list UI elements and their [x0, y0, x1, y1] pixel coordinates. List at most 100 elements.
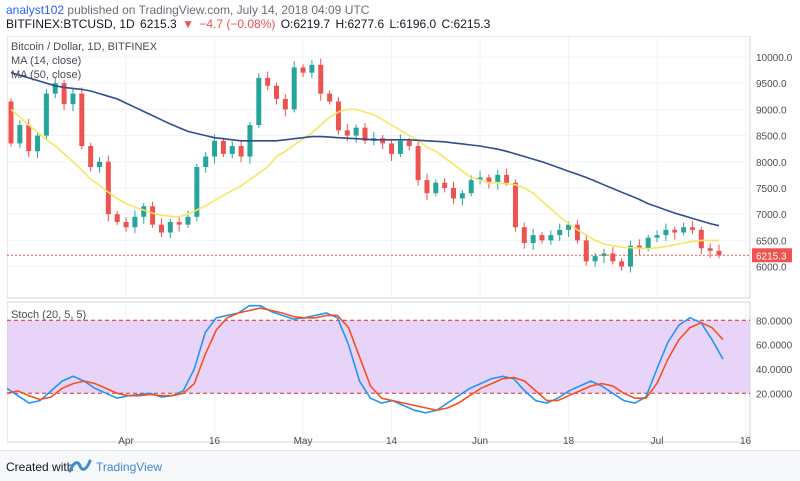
last-price-label: 6215.3 [756, 251, 787, 262]
candle-up [203, 156, 209, 167]
stoch-tick-label: 20.0000 [756, 389, 793, 400]
x-tick-label: 16 [740, 436, 752, 446]
candle-down [619, 261, 625, 267]
candle-down [123, 222, 129, 228]
stoch-band [7, 320, 750, 394]
price-tick-label: 9000.0 [756, 105, 787, 116]
candle-down [521, 227, 527, 243]
x-tick-label: 16 [209, 436, 221, 446]
candle-down [26, 125, 32, 152]
close-value: C:6215.3 [441, 17, 491, 31]
last-price: 6215.3 [140, 17, 177, 31]
chart-area[interactable]: 6000.0 6500.0 7000.0 7500.0 8000.0 8500.0 9000… [6, 35, 800, 447]
candle-up [17, 125, 23, 144]
publish-line: analyst102 published on TradingView.com,… [6, 3, 369, 17]
candle-up [477, 177, 483, 181]
candle-up [309, 64, 315, 73]
down-arrow-icon: ▼ [182, 17, 194, 31]
candle-up [194, 167, 200, 217]
candle-down [88, 146, 94, 167]
candle-down [61, 83, 67, 105]
price-tick-label: 8000.0 [756, 158, 787, 169]
candle-up [97, 161, 102, 167]
candle-down [689, 227, 695, 230]
candle-down [220, 140, 226, 154]
candle-up [654, 235, 660, 238]
candle-down [105, 161, 111, 215]
price-tick-label: 7500.0 [756, 184, 787, 195]
candle-down [406, 140, 412, 147]
candle-down [318, 64, 324, 94]
high-value: H:6277.6 [335, 17, 385, 31]
low-value: L:6196.0 [389, 17, 437, 31]
candle-down [442, 182, 448, 188]
candle-down [698, 229, 704, 249]
x-tick-label: Jul [651, 436, 664, 446]
ma14-legend[interactable]: MA (14, close) [11, 55, 82, 67]
candle-up [548, 235, 554, 241]
price-tick-label: 9500.0 [756, 79, 787, 90]
candle-down [274, 85, 279, 99]
candle-up [291, 67, 297, 110]
symbol-label: BITFINEX:BTCUSD, 1D [6, 17, 135, 31]
price-change: −4.7 (−0.08%) [199, 17, 276, 31]
candle-up [397, 140, 403, 154]
price-tick-label: 6000.0 [756, 263, 787, 274]
x-tick-label: 18 [563, 436, 575, 446]
candle-down [707, 248, 713, 251]
open-value: O:6219.7 [280, 17, 331, 31]
price-tick-label: 7000.0 [756, 210, 787, 221]
tradingview-brand[interactable]: TradingView [96, 460, 163, 474]
candle-down [282, 98, 288, 110]
candle-down [300, 67, 306, 73]
candle-down [672, 229, 678, 233]
candle-down [636, 245, 642, 249]
candle-up [70, 93, 76, 105]
candle-down [238, 146, 244, 157]
published-text: published on TradingView.com, July 14, 2… [67, 3, 370, 17]
price-tick-label: 8500.0 [756, 132, 787, 143]
candle-up [43, 93, 49, 136]
candle-up [132, 216, 138, 228]
candle-down [716, 250, 722, 256]
candle-down [389, 143, 395, 154]
candle-down [79, 93, 85, 147]
candle-down [380, 138, 386, 144]
created-with-text: Created with [6, 460, 74, 474]
candle-down [114, 214, 120, 223]
stoch-d-line [6, 307, 724, 412]
candle-up [495, 174, 501, 183]
x-tick-label: Jun [472, 436, 488, 446]
candle-down [486, 177, 492, 183]
candle-up [35, 135, 41, 152]
candle-down [150, 206, 156, 225]
price-tick-label: 6500.0 [756, 236, 787, 247]
candle-up [433, 182, 439, 194]
candle-down [574, 224, 580, 241]
author-link[interactable]: analyst102 [6, 3, 65, 17]
candle-down [512, 182, 518, 228]
candle-down [415, 146, 421, 181]
candle-down [327, 93, 333, 102]
tradingview-logo-icon[interactable] [68, 457, 92, 475]
candle-up [52, 83, 58, 94]
candle-up [681, 227, 687, 233]
stoch-tick-label: 80.0000 [756, 316, 793, 327]
chart-svg[interactable]: 6000.0 6500.0 7000.0 7500.0 8000.0 8500.0 9000… [6, 35, 800, 447]
x-tick-label: Apr [118, 436, 134, 446]
footer: Created with TradingView [0, 450, 800, 481]
candle-up [353, 127, 359, 136]
ma14-line [10, 108, 719, 250]
candle-up [592, 256, 598, 262]
candle-up [530, 235, 536, 243]
candle-down [176, 222, 182, 225]
x-tick-label: May [294, 436, 313, 446]
stoch-legend[interactable]: Stoch (20, 5, 5) [11, 309, 87, 321]
candle-down [344, 130, 350, 136]
candle-down [610, 253, 616, 262]
candle-up [645, 237, 651, 249]
last-price-tag [752, 248, 792, 263]
candle-down [504, 174, 510, 183]
ma50-legend[interactable]: MA (50, close) [11, 69, 82, 81]
stoch-tick-label: 60.0000 [756, 341, 793, 352]
